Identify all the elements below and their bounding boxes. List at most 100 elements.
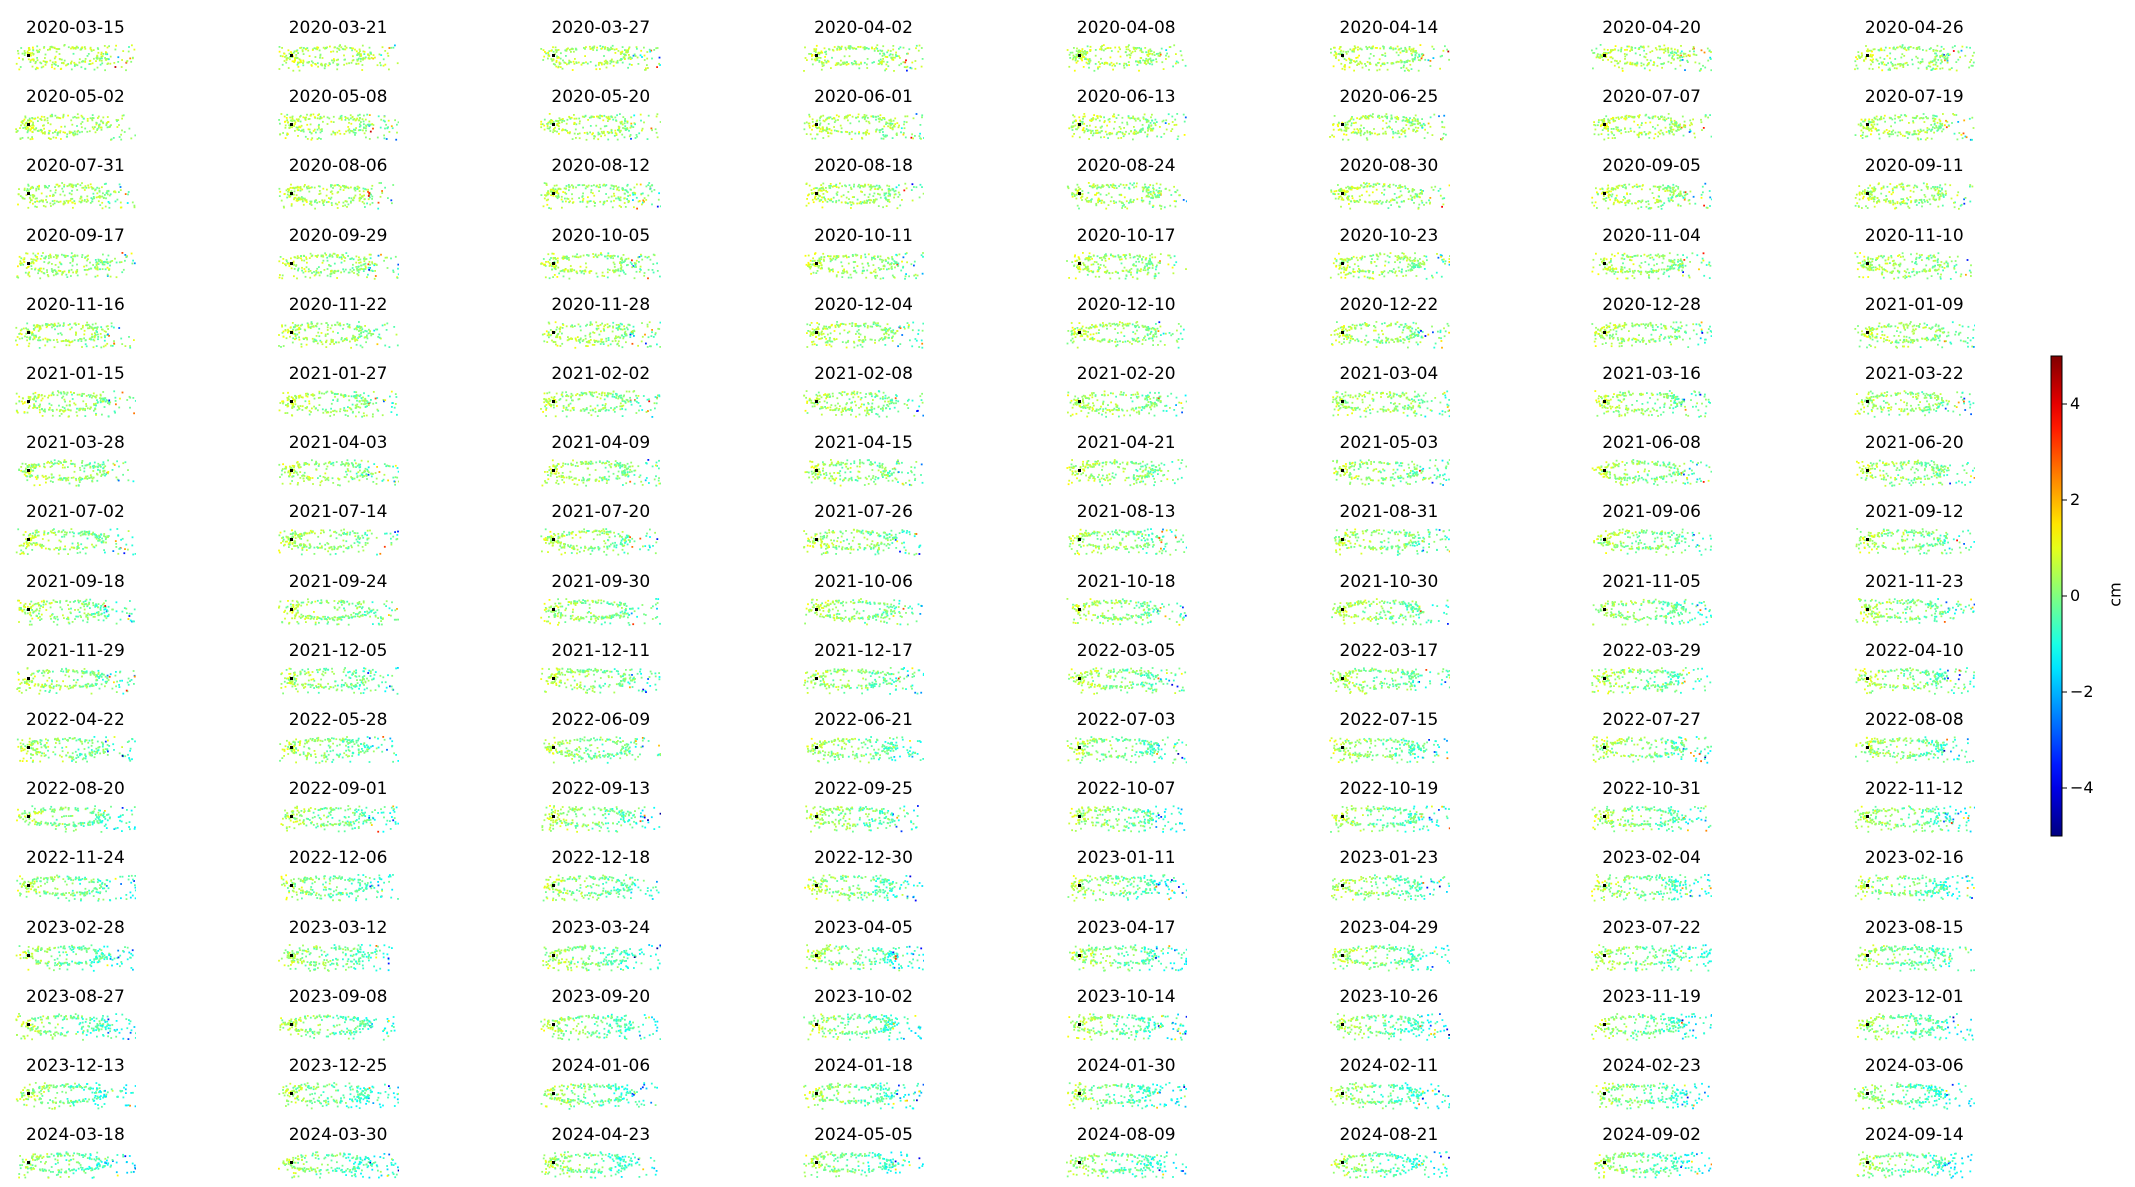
panel-title: 2020-11-04 — [1602, 226, 1701, 246]
panel-2020-03-15: 2020-03-15 — [14, 6, 204, 72]
displacement-map — [1066, 182, 1187, 211]
panel-title: 2020-10-17 — [1077, 226, 1176, 246]
displacement-map — [279, 666, 399, 695]
displacement-map — [805, 943, 925, 971]
panel-title: 2021-11-05 — [1602, 572, 1701, 592]
panel-2021-09-24: 2021-09-24 — [277, 560, 467, 626]
panel-title: 2021-07-26 — [814, 502, 913, 522]
displacement-map — [15, 1082, 136, 1110]
panel-title: 2022-12-30 — [814, 848, 913, 868]
panel-title: 2020-11-22 — [289, 295, 388, 315]
displacement-map — [540, 182, 662, 210]
panel-2022-10-19: 2022-10-19 — [1328, 767, 1518, 833]
panel-title: 2021-01-09 — [1865, 295, 1964, 315]
panel-title: 2021-12-05 — [289, 641, 388, 661]
panel-title: 2023-01-11 — [1077, 848, 1176, 868]
displacement-map — [1067, 874, 1187, 902]
panel-title: 2023-08-27 — [26, 987, 125, 1007]
colorbar-tick-label: 0 — [2070, 586, 2080, 605]
panel-title: 2020-09-17 — [26, 226, 125, 246]
panel-2024-01-06: 2024-01-06 — [539, 1044, 729, 1110]
panel-2023-01-23: 2023-01-23 — [1328, 836, 1518, 902]
panel-2022-05-28: 2022-05-28 — [277, 698, 467, 764]
panel-2020-07-31: 2020-07-31 — [14, 144, 204, 210]
panel-title: 2024-08-09 — [1077, 1125, 1176, 1145]
displacement-map — [1331, 390, 1450, 418]
panel-2022-07-15: 2022-07-15 — [1328, 698, 1518, 764]
displacement-map — [1066, 390, 1187, 418]
panel-title: 2020-06-13 — [1077, 87, 1176, 107]
panel-title: 2022-07-27 — [1602, 710, 1701, 730]
displacement-map — [1067, 1013, 1187, 1041]
panel-title: 2020-10-11 — [814, 226, 913, 246]
panel-title: 2020-10-23 — [1340, 226, 1439, 246]
displacement-map — [541, 1151, 658, 1179]
displacement-map — [1329, 667, 1450, 695]
panel-title: 2022-12-18 — [551, 848, 650, 868]
displacement-map — [1591, 1012, 1713, 1041]
panel-2023-01-11: 2023-01-11 — [1065, 836, 1255, 902]
displacement-map — [1593, 113, 1713, 141]
displacement-map — [278, 390, 398, 418]
displacement-map — [1853, 44, 1975, 72]
panel-2022-04-10: 2022-04-10 — [1853, 629, 2043, 695]
panel-2021-07-26: 2021-07-26 — [802, 490, 992, 556]
panel-title: 2023-02-04 — [1602, 848, 1701, 868]
panel-2024-03-30: 2024-03-30 — [277, 1113, 467, 1179]
panel-title: 2020-06-25 — [1340, 87, 1439, 107]
panel-title: 2021-04-21 — [1077, 433, 1176, 453]
panel-2020-05-20: 2020-05-20 — [539, 75, 729, 141]
panel-2022-07-03: 2022-07-03 — [1065, 698, 1255, 764]
displacement-map — [1594, 390, 1712, 418]
panel-title: 2022-03-29 — [1602, 641, 1701, 661]
panel-2024-08-09: 2024-08-09 — [1065, 1113, 1255, 1179]
panel-2020-09-11: 2020-09-11 — [1853, 144, 2043, 211]
displacement-map — [1331, 943, 1450, 971]
displacement-map — [1591, 183, 1713, 211]
panel-title: 2020-04-14 — [1340, 18, 1439, 38]
displacement-map — [1591, 874, 1713, 902]
panel-title: 2024-02-23 — [1602, 1056, 1701, 1076]
panel-2023-02-16: 2023-02-16 — [1853, 836, 2043, 902]
panel-2021-06-20: 2021-06-20 — [1853, 421, 2043, 487]
panel-title: 2023-10-26 — [1340, 987, 1439, 1007]
panel-2020-04-14: 2020-04-14 — [1328, 6, 1518, 72]
panel-title: 2021-11-23 — [1865, 572, 1964, 592]
panel-2022-10-31: 2022-10-31 — [1590, 767, 1780, 833]
panel-2024-03-18: 2024-03-18 — [14, 1113, 204, 1179]
panel-title: 2020-04-26 — [1865, 18, 1964, 38]
displacement-map — [1329, 805, 1450, 833]
panel-title: 2020-05-08 — [289, 87, 388, 107]
panel-title: 2023-03-24 — [551, 918, 650, 938]
panel-2020-10-17: 2020-10-17 — [1065, 214, 1255, 280]
panel-title: 2021-04-15 — [814, 433, 913, 453]
displacement-map — [1856, 1012, 1974, 1041]
panel-title: 2021-07-02 — [26, 502, 125, 522]
displacement-map — [1854, 874, 1975, 902]
panel-2021-01-27: 2021-01-27 — [277, 352, 467, 418]
displacement-map — [803, 390, 925, 418]
colorbar-tick-label: 4 — [2070, 394, 2080, 413]
panel-2020-04-20: 2020-04-20 — [1590, 6, 1780, 72]
panel-2024-08-21: 2024-08-21 — [1328, 1113, 1518, 1179]
displacement-map — [16, 251, 136, 279]
panel-title: 2022-10-07 — [1077, 779, 1176, 799]
panel-2023-11-19: 2023-11-19 — [1590, 975, 1780, 1041]
displacement-map — [543, 874, 660, 902]
displacement-map — [1066, 459, 1187, 487]
panel-2022-12-18: 2022-12-18 — [539, 836, 729, 902]
displacement-map — [803, 44, 924, 72]
displacement-map — [15, 44, 136, 72]
panel-title: 2020-04-20 — [1602, 18, 1701, 38]
displacement-map — [542, 943, 662, 971]
panel-2021-03-16: 2021-03-16 — [1590, 352, 1780, 418]
panel-title: 2021-03-28 — [26, 433, 125, 453]
panel-2021-11-05: 2021-11-05 — [1590, 560, 1780, 626]
panel-title: 2024-02-11 — [1340, 1056, 1439, 1076]
panel-title: 2022-12-06 — [289, 848, 388, 868]
panel-title: 2024-08-21 — [1340, 1125, 1439, 1145]
displacement-map — [15, 943, 134, 972]
panel-2023-03-12: 2023-03-12 — [277, 906, 467, 972]
panel-2021-05-03: 2021-05-03 — [1328, 421, 1518, 487]
colorbar-gradient — [2050, 355, 2063, 837]
